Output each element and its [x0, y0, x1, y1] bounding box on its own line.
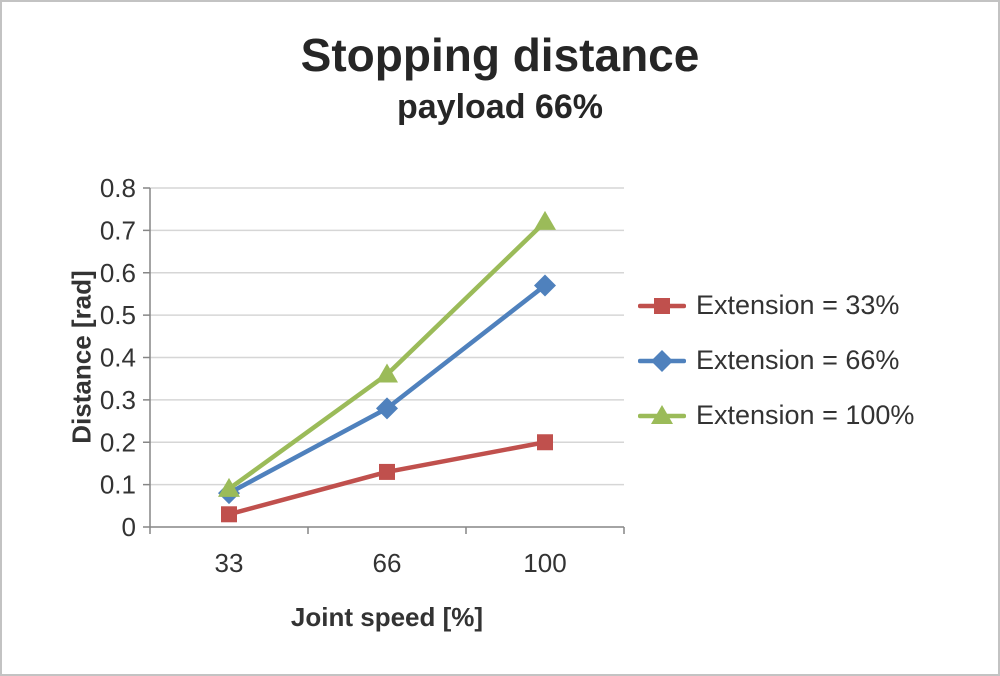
legend-label: Extension = 66% [696, 345, 900, 375]
x-tick-label: 33 [215, 548, 244, 578]
series-marker-square-icon [379, 463, 395, 480]
series-marker-square-icon [537, 434, 553, 451]
legend-label: Extension = 100% [696, 400, 915, 430]
legend-square-icon [654, 297, 670, 314]
y-tick-label: 0.1 [100, 470, 136, 500]
legend: Extension = 33% Extension = 66% Extensio… [638, 278, 914, 443]
series-marker-triangle-icon [218, 477, 240, 497]
legend-item: Extension = 66% [638, 333, 914, 388]
y-tick-label: 0.5 [100, 300, 136, 330]
series-marker-triangle-icon [376, 363, 398, 383]
y-tick-label: 0.6 [100, 258, 136, 288]
legend-diamond-icon [651, 349, 673, 372]
legend-label: Extension = 33% [696, 290, 900, 320]
series-line [226, 219, 548, 492]
series-marker-diamond-icon [376, 397, 398, 420]
x-tick-label: 100 [523, 548, 566, 578]
legend-item: Extension = 100% [638, 388, 914, 443]
y-axis-title: Distance [rad] [66, 270, 97, 444]
legend-marker-triangle-icon [638, 404, 686, 424]
legend-marker-diamond-icon [638, 349, 686, 372]
y-tick-label: 0.7 [100, 215, 136, 245]
chart-subtitle: payload 66% [397, 88, 603, 126]
legend-triangle-icon [651, 404, 673, 424]
y-tick-label: 0.2 [100, 427, 136, 457]
y-tick-label: 0.8 [100, 173, 136, 203]
legend-marker-square-icon [638, 297, 686, 314]
legend-item: Extension = 33% [638, 278, 914, 333]
y-tick-label: 0 [122, 512, 136, 542]
x-tick-label: 66 [373, 548, 402, 578]
x-axis-title: Joint speed [%] [290, 602, 484, 632]
series-marker-square-icon [221, 506, 237, 523]
chart-title: Stopping distance [300, 29, 700, 81]
series-marker-diamond-icon [534, 274, 556, 297]
y-tick-label: 0.4 [100, 343, 136, 373]
y-tick-label: 0.3 [100, 385, 136, 415]
series-marker-triangle-icon [534, 210, 556, 230]
series-line [226, 283, 548, 496]
